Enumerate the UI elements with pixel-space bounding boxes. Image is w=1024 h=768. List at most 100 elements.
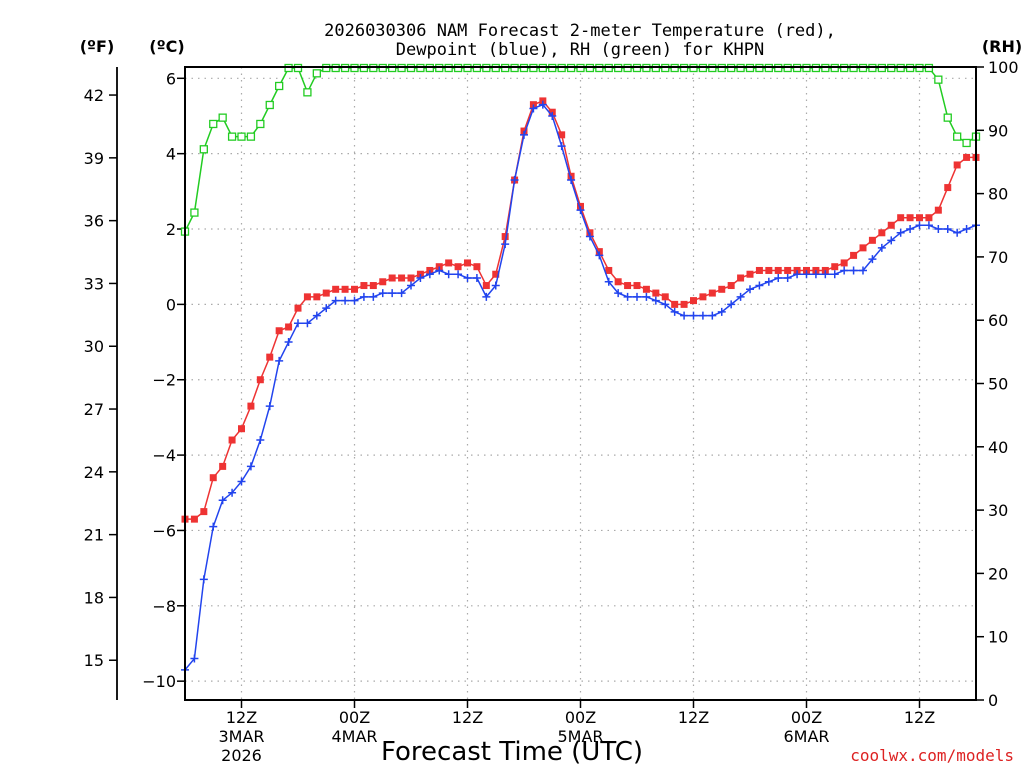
dewpoint-point bbox=[585, 232, 594, 241]
dewpoint-point bbox=[397, 289, 406, 298]
credit-text: coolwx.com/models bbox=[850, 746, 1014, 765]
dewpoint-point bbox=[623, 292, 632, 301]
dewpoint-point bbox=[435, 266, 444, 275]
temperature-point bbox=[831, 263, 839, 271]
rh-point bbox=[953, 132, 962, 141]
temperature-point bbox=[454, 263, 462, 271]
dewpoint-point bbox=[454, 270, 463, 279]
dewpoint-point bbox=[463, 274, 472, 282]
dewpoint-point bbox=[849, 266, 858, 275]
temperature-point bbox=[275, 327, 283, 335]
rh-point bbox=[190, 208, 199, 217]
rh-tick-label: 100 bbox=[988, 58, 1019, 77]
dewpoint-point bbox=[943, 225, 952, 234]
fahrenheit-tick-label: 27 bbox=[84, 400, 104, 419]
dewpoint-point bbox=[303, 319, 312, 328]
x-tick-year-label: 2026 bbox=[221, 746, 262, 765]
temperature-point bbox=[369, 282, 377, 290]
rh-tick-label: 50 bbox=[988, 375, 1008, 394]
rh-tick-label: 80 bbox=[988, 185, 1008, 204]
rh-point bbox=[943, 113, 952, 122]
dewpoint-point bbox=[246, 462, 255, 471]
temperature-point bbox=[690, 297, 697, 305]
dewpoint-point bbox=[934, 225, 943, 234]
temperature-point bbox=[708, 289, 716, 297]
dewpoint-point bbox=[520, 130, 528, 139]
dewpoint-point bbox=[651, 296, 660, 305]
dewpoint-point bbox=[237, 477, 246, 486]
temperature-point bbox=[963, 153, 971, 161]
temperature-point bbox=[671, 300, 679, 308]
rh-point bbox=[303, 88, 312, 97]
temperature-point bbox=[878, 229, 886, 237]
dewpoint-point bbox=[199, 575, 208, 584]
dewpoint-point bbox=[811, 270, 820, 279]
dewpoint-point bbox=[407, 281, 415, 290]
dewpoint-point bbox=[783, 274, 792, 282]
rh-tick-label: 20 bbox=[988, 564, 1008, 583]
dewpoint-point bbox=[350, 296, 359, 305]
dewpoint-point bbox=[275, 356, 284, 365]
temperature-point bbox=[501, 233, 509, 241]
rh-point bbox=[227, 132, 237, 141]
temperature-point bbox=[473, 263, 481, 271]
temperature-point bbox=[313, 293, 321, 301]
dewpoint-point bbox=[604, 277, 613, 286]
rh-tick-label: 0 bbox=[988, 691, 998, 710]
dewpoint-point bbox=[708, 311, 717, 320]
dewpoint-point bbox=[190, 654, 199, 663]
fahrenheit-tick-label: 39 bbox=[84, 149, 104, 168]
temperature-point bbox=[247, 402, 255, 410]
temperature-point bbox=[925, 214, 933, 222]
x-tick-label: 00Z bbox=[565, 708, 596, 727]
temperature-point bbox=[727, 282, 735, 290]
x-tick-date-label: 3MAR bbox=[218, 727, 264, 746]
rh-tick-label: 30 bbox=[988, 501, 1008, 520]
temperature-point bbox=[360, 282, 368, 290]
dewpoint-point bbox=[284, 338, 293, 347]
dewpoint-point bbox=[331, 296, 340, 305]
rh-point bbox=[312, 69, 321, 78]
temperature-point bbox=[398, 274, 406, 282]
rh-tick-label: 60 bbox=[988, 311, 1008, 330]
celsius-unit-label: (ºC) bbox=[149, 37, 184, 56]
temperature-point bbox=[190, 515, 198, 523]
fahrenheit-tick-label: 21 bbox=[84, 526, 104, 545]
x-tick-date-label: 4MAR bbox=[331, 727, 377, 746]
temperature-point bbox=[228, 436, 236, 444]
temperature-point bbox=[718, 285, 726, 293]
dewpoint-point bbox=[717, 307, 726, 316]
dewpoint-point bbox=[953, 228, 962, 237]
temperature-point bbox=[388, 274, 396, 282]
celsius-tick-label: 4 bbox=[166, 145, 176, 164]
fahrenheit-tick-label: 36 bbox=[84, 212, 104, 231]
dewpoint-point bbox=[915, 221, 924, 230]
x-tick-label: 00Z bbox=[791, 708, 822, 727]
temperature-point bbox=[755, 266, 763, 274]
dewpoint-point bbox=[312, 311, 321, 320]
rh-tick-label: 40 bbox=[988, 438, 1008, 457]
temperature-point bbox=[379, 278, 387, 286]
temperature-point bbox=[642, 285, 650, 293]
celsius-tick-label: 6 bbox=[166, 69, 176, 88]
dewpoint-point bbox=[218, 496, 227, 505]
dewpoint-point bbox=[472, 274, 481, 282]
rh-point bbox=[275, 81, 284, 91]
temperature-point bbox=[906, 214, 914, 222]
rh-point bbox=[199, 145, 208, 154]
temperature-point bbox=[266, 353, 274, 361]
dewpoint-point bbox=[510, 176, 519, 185]
dewpoint-point bbox=[868, 255, 877, 264]
temperature-point bbox=[294, 304, 302, 312]
fahrenheit-tick-label: 33 bbox=[84, 274, 104, 293]
rh-tick-label: 90 bbox=[988, 121, 1008, 140]
dewpoint-point bbox=[576, 206, 585, 215]
dewpoint-point bbox=[416, 274, 425, 282]
dewpoint-point bbox=[906, 225, 915, 234]
dewpoint-point bbox=[736, 292, 745, 301]
temperature-point bbox=[916, 214, 923, 222]
temperature-point bbox=[407, 274, 415, 282]
plot-frame bbox=[184, 66, 977, 701]
